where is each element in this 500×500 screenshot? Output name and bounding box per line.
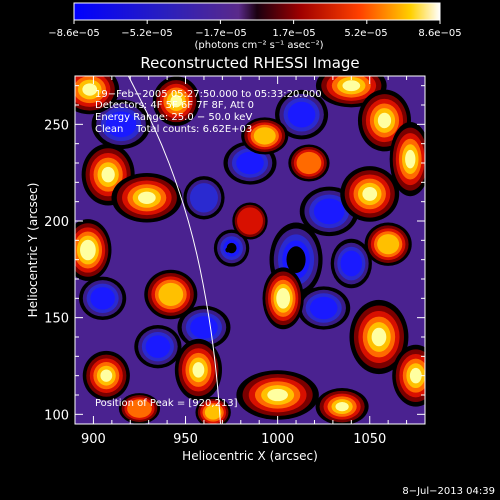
cold-region-5 <box>134 325 182 369</box>
colorbar-unit-label: (photons cm⁻² s⁻¹ asec⁻²) <box>194 40 323 51</box>
hot-region-ring <box>100 369 113 382</box>
hot-region-ring <box>267 388 288 402</box>
cold-region-ring <box>90 287 115 310</box>
y-tick-label: 250 <box>44 118 69 133</box>
hot-region-ring <box>82 83 98 96</box>
hot-region-13 <box>349 299 409 375</box>
colorbar-tick-label: 8.6e−05 <box>418 28 461 39</box>
hot-region-8 <box>241 117 289 155</box>
hot-region-10 <box>144 269 198 320</box>
cold-region-4 <box>177 305 231 349</box>
y-axis-label: Heliocentric Y (arcsec) <box>26 183 40 318</box>
solar-limb-curve <box>127 76 222 424</box>
hot-region-9 <box>288 144 330 182</box>
cold-region-ring <box>236 151 264 175</box>
cold-region-ring <box>145 335 171 358</box>
y-tick-label: 200 <box>44 215 69 230</box>
annotation-time-range: 19−Feb−2005 05:27:50.000 to 05:33:20.000 <box>95 89 322 100</box>
cold-region-ring <box>105 111 137 138</box>
annotation-detectors: Detectors: 4F 5F 6F 7F 8F, Att 0 <box>95 100 254 111</box>
x-tick-label: 950 <box>173 432 198 447</box>
hot-region-ring <box>253 127 276 145</box>
axis-ticks <box>74 76 426 424</box>
cold-region-3 <box>91 99 151 150</box>
cold-region-11 <box>275 89 329 140</box>
hot-region-ring <box>405 149 416 169</box>
hot-region-ring <box>276 288 291 309</box>
hot-region-ring <box>204 405 222 420</box>
annotation-energy-range: Energy Range: 25.0 − 50.0 keV <box>95 112 252 123</box>
hot-region-7 <box>389 122 425 197</box>
hot-region-ring <box>377 234 400 255</box>
x-tick-label: 1050 <box>353 432 386 447</box>
cold-region-ring <box>309 296 338 320</box>
cold-region-ring <box>189 183 218 213</box>
peak-marker <box>225 247 231 253</box>
hot-region-ring <box>371 327 387 347</box>
hot-region-14 <box>392 344 425 407</box>
hot-region-ring <box>138 191 156 204</box>
x-axis-label: Heliocentric X (arcsec) <box>182 449 318 463</box>
cold-region-ring <box>313 198 345 225</box>
hot-region-2 <box>111 173 183 223</box>
annotation-total-counts: Clean Total counts: 6.62E+03 <box>95 124 252 135</box>
colorbar-tick-label: 1.7e−05 <box>272 28 315 39</box>
cold-region-6 <box>297 286 351 330</box>
hot-region-ring <box>342 80 361 92</box>
hot-region-ring <box>237 207 263 235</box>
timestamp-label: 8−Jul−2013 04:39 <box>402 486 495 497</box>
x-tick-label: 1000 <box>261 432 294 447</box>
hot-region-ring <box>377 112 392 129</box>
hot-region-15 <box>236 370 319 420</box>
cold-region-ring <box>190 316 218 339</box>
hot-region-ring <box>127 399 152 418</box>
hot-region-6 <box>340 166 400 222</box>
hot-region-ring <box>192 362 205 378</box>
hot-region-4 <box>315 76 387 108</box>
hot-region-22 <box>232 202 268 240</box>
hot-region-21 <box>364 222 412 266</box>
plot-frame <box>74 75 426 425</box>
hot-region-16 <box>315 388 369 424</box>
colorbar-tick-label: −8.6e−05 <box>48 28 100 39</box>
hot-region-ring <box>296 151 322 175</box>
heatmap-layer <box>75 76 425 424</box>
cold-region-0 <box>213 229 250 267</box>
hot-region-19 <box>118 393 161 424</box>
hot-region-ring <box>170 94 183 108</box>
y-tick-label: 150 <box>44 312 69 327</box>
cold-region-ring <box>286 246 306 274</box>
colorbar <box>73 2 441 21</box>
hot-region-ring <box>80 239 96 261</box>
colorbar-tick-label: −1.7e−05 <box>195 28 247 39</box>
hot-region-17 <box>174 338 222 401</box>
cold-region-ring <box>340 250 363 277</box>
cold-region-9 <box>330 238 372 289</box>
hot-region-ring <box>409 367 422 384</box>
hot-region-ring <box>101 166 115 183</box>
colorbar-tick-label: 5.2e−05 <box>344 28 387 39</box>
hot-region-ring <box>158 282 184 307</box>
cold-region-10 <box>79 276 127 320</box>
hot-region-18 <box>82 350 130 401</box>
x-tick-label: 900 <box>81 432 106 447</box>
hot-region-11 <box>75 219 112 281</box>
hot-region-0 <box>75 76 120 115</box>
chart-title: Reconstructed RHESSI Image <box>140 54 359 72</box>
cold-region-ring <box>287 101 316 128</box>
y-tick-label: 100 <box>44 408 69 423</box>
cold-region-8 <box>183 176 225 220</box>
colorbar-ticks <box>73 20 441 24</box>
colorbar-tick-label: −5.2e−05 <box>121 28 173 39</box>
hot-region-3 <box>152 76 200 126</box>
hot-region-ring <box>335 401 349 412</box>
hot-region-12 <box>262 267 304 330</box>
hot-region-ring <box>362 186 378 201</box>
peak-position-label: Position of Peak = [920,213] <box>95 398 238 409</box>
